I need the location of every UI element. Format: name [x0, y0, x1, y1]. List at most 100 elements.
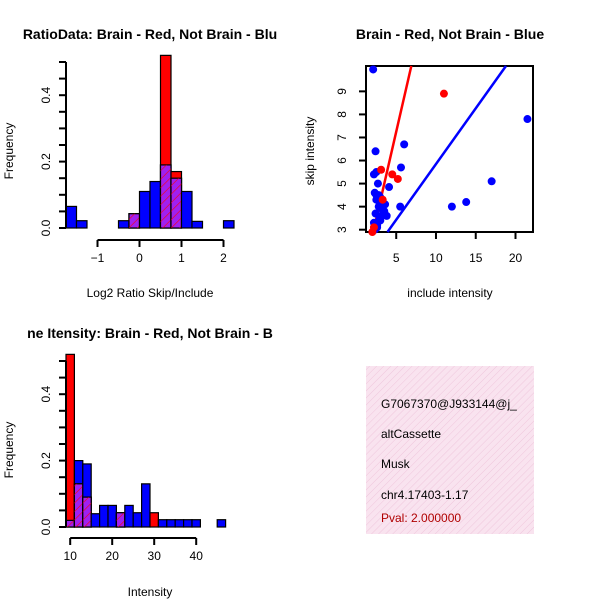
scatter-y-tick-label: 5: [335, 180, 349, 187]
p3-bar-notbrain: [141, 483, 151, 528]
scatter-point-notbrain: [385, 183, 394, 192]
scatter-point-brain: [388, 170, 397, 179]
p3-x-tick-label: 40: [190, 549, 204, 563]
p1-bar-overlap-hatch: [160, 164, 171, 228]
scatter-y-axis: 3 4 5 6 7 8 9: [335, 88, 366, 233]
p3-x-tick-label: 20: [106, 549, 120, 563]
scatter-y-label: skip intensity: [303, 117, 317, 186]
scatter-x-label: include intensity: [407, 286, 492, 300]
p3-y-tick-label: 0.2: [39, 452, 53, 469]
p3-y-tick-label: 0.0: [39, 518, 53, 535]
scatter-point-notbrain: [372, 191, 381, 200]
scatter-plot-frame: [365, 65, 534, 233]
p3-bar-notbrain: [107, 504, 117, 528]
p3-bar-notbrain: [183, 519, 193, 528]
ratio-x-axis: −1 0 1 2: [91, 239, 227, 265]
p3-bar-notbrain: [166, 519, 176, 528]
scatter-point-notbrain: [487, 177, 496, 186]
p3-bar-brain: [65, 353, 75, 528]
p1-x-tick-label: 0: [136, 251, 143, 265]
p3-bar-overlap-hatch: [82, 497, 92, 527]
p1-x-tick-label: −1: [91, 251, 105, 265]
scatter-y-tick-label: 9: [335, 88, 349, 95]
scatter-point-brain: [378, 195, 387, 204]
p1-x-tick-label: 2: [220, 251, 227, 265]
info-event-id: G7067370@J933144@j_: [381, 397, 517, 411]
p1-bar-notbrain: [191, 220, 204, 229]
intensity-histogram: ne Itensity: Brain - Red, Not Brain - B …: [2, 325, 273, 599]
info-organism: Musk: [381, 457, 411, 471]
p3-bar-notbrain: [157, 519, 168, 528]
p3-bar-notbrain: [191, 519, 201, 528]
scatter-point-notbrain: [369, 65, 378, 74]
p1-bar-notbrain: [75, 220, 88, 229]
p1-y-tick-label: 0.0: [39, 219, 53, 236]
scatter-y-tick-label: 6: [335, 157, 349, 164]
scatter-x-tick-label: 20: [509, 251, 523, 265]
scatter-point-brain: [368, 228, 377, 236]
intensity-x-label: Intensity: [128, 585, 173, 599]
intensity-y-label: Frequency: [2, 422, 16, 479]
scatter-point-notbrain: [400, 140, 409, 149]
p1-bar-notbrain: [138, 190, 151, 229]
intensity-y-axis: 0.0 0.2 0.4: [39, 360, 67, 535]
scatter-y-tick-label: 4: [335, 203, 349, 210]
p1-bar-notbrain: [149, 180, 162, 229]
p3-bar-overlap-hatch: [74, 483, 83, 527]
info-event-type: altCassette: [381, 427, 441, 441]
p3-bar-overlap-hatch: [116, 512, 125, 527]
intensity-scatter: Brain - Red, Not Brain - Blue 5 10 15 20 3 4…: [303, 26, 544, 300]
scatter-point-brain: [439, 89, 448, 98]
p1-y-tick-label: 0.4: [39, 87, 53, 104]
ratio-histogram: RatioData: Brain - Red, Not Brain - Blu …: [2, 26, 277, 300]
scatter-y-tick-label: 8: [335, 111, 349, 118]
info-pval: Pval: 2.000000: [381, 511, 461, 525]
info-box-background: [366, 366, 534, 534]
scatter-x-tick-label: 15: [469, 251, 483, 265]
p3-bar-overlap-hatch: [66, 520, 75, 527]
info-location: chr4.17403-1.17: [381, 488, 469, 502]
p1-bar-notbrain: [65, 205, 78, 229]
p1-y-tick-label: 0.2: [39, 153, 53, 170]
p3-x-tick-label: 10: [64, 549, 78, 563]
intensity-bars: [65, 353, 227, 528]
p3-bar-notbrain: [174, 519, 185, 528]
intensity-scatter-title: Brain - Red, Not Brain - Blue: [356, 26, 544, 42]
p1-bar-overlap-hatch: [171, 178, 182, 228]
p3-bar-notbrain: [216, 519, 227, 528]
p1-bar-overlap-hatch: [129, 213, 140, 228]
scatter-fit-lines: [371, 65, 507, 233]
p3-x-tick-label: 30: [148, 549, 162, 563]
ratio-x-label: Log2 Ratio Skip/Include: [87, 286, 214, 300]
scatter-y-tick-label: 7: [335, 134, 349, 141]
scatter-x-tick-label: 10: [429, 251, 443, 265]
ratio-bars: [65, 54, 235, 229]
scatter-point-notbrain: [373, 179, 382, 188]
p3-bar-brain: [149, 512, 159, 528]
scatter-point-notbrain: [462, 198, 471, 207]
intensity-histogram-title: ne Itensity: Brain - Red, Not Brain - B: [27, 325, 273, 341]
intensity-x-axis: 10 20 30 40: [64, 537, 204, 563]
scatter-point-notbrain: [396, 163, 405, 172]
p1-x-tick-label: 1: [178, 251, 185, 265]
scatter-point-notbrain: [447, 202, 456, 211]
scatter-point-brain: [393, 174, 402, 183]
scatter-x-tick-label: 5: [393, 251, 400, 265]
p3-bar-notbrain: [132, 512, 143, 528]
p3-bar-notbrain: [98, 504, 109, 528]
scatter-point-notbrain: [523, 115, 532, 124]
scatter-points: [368, 65, 532, 236]
fit-line-notbrain: [386, 65, 507, 233]
p1-bar-notbrain: [222, 220, 235, 229]
p3-bar-notbrain: [90, 513, 101, 528]
scatter-point-brain: [377, 165, 386, 174]
p1-bar-notbrain: [180, 190, 193, 229]
ratio-y-axis: 0.0 0.2 0.4: [39, 61, 67, 236]
ratio-histogram-title: RatioData: Brain - Red, Not Brain - Blu: [23, 26, 277, 42]
scatter-y-tick-label: 3: [335, 226, 349, 233]
scatter-point-notbrain: [377, 211, 386, 220]
p3-y-tick-label: 0.4: [39, 386, 53, 403]
scatter-x-axis: 5 10 15 20: [393, 232, 523, 265]
scatter-point-notbrain: [371, 147, 380, 156]
